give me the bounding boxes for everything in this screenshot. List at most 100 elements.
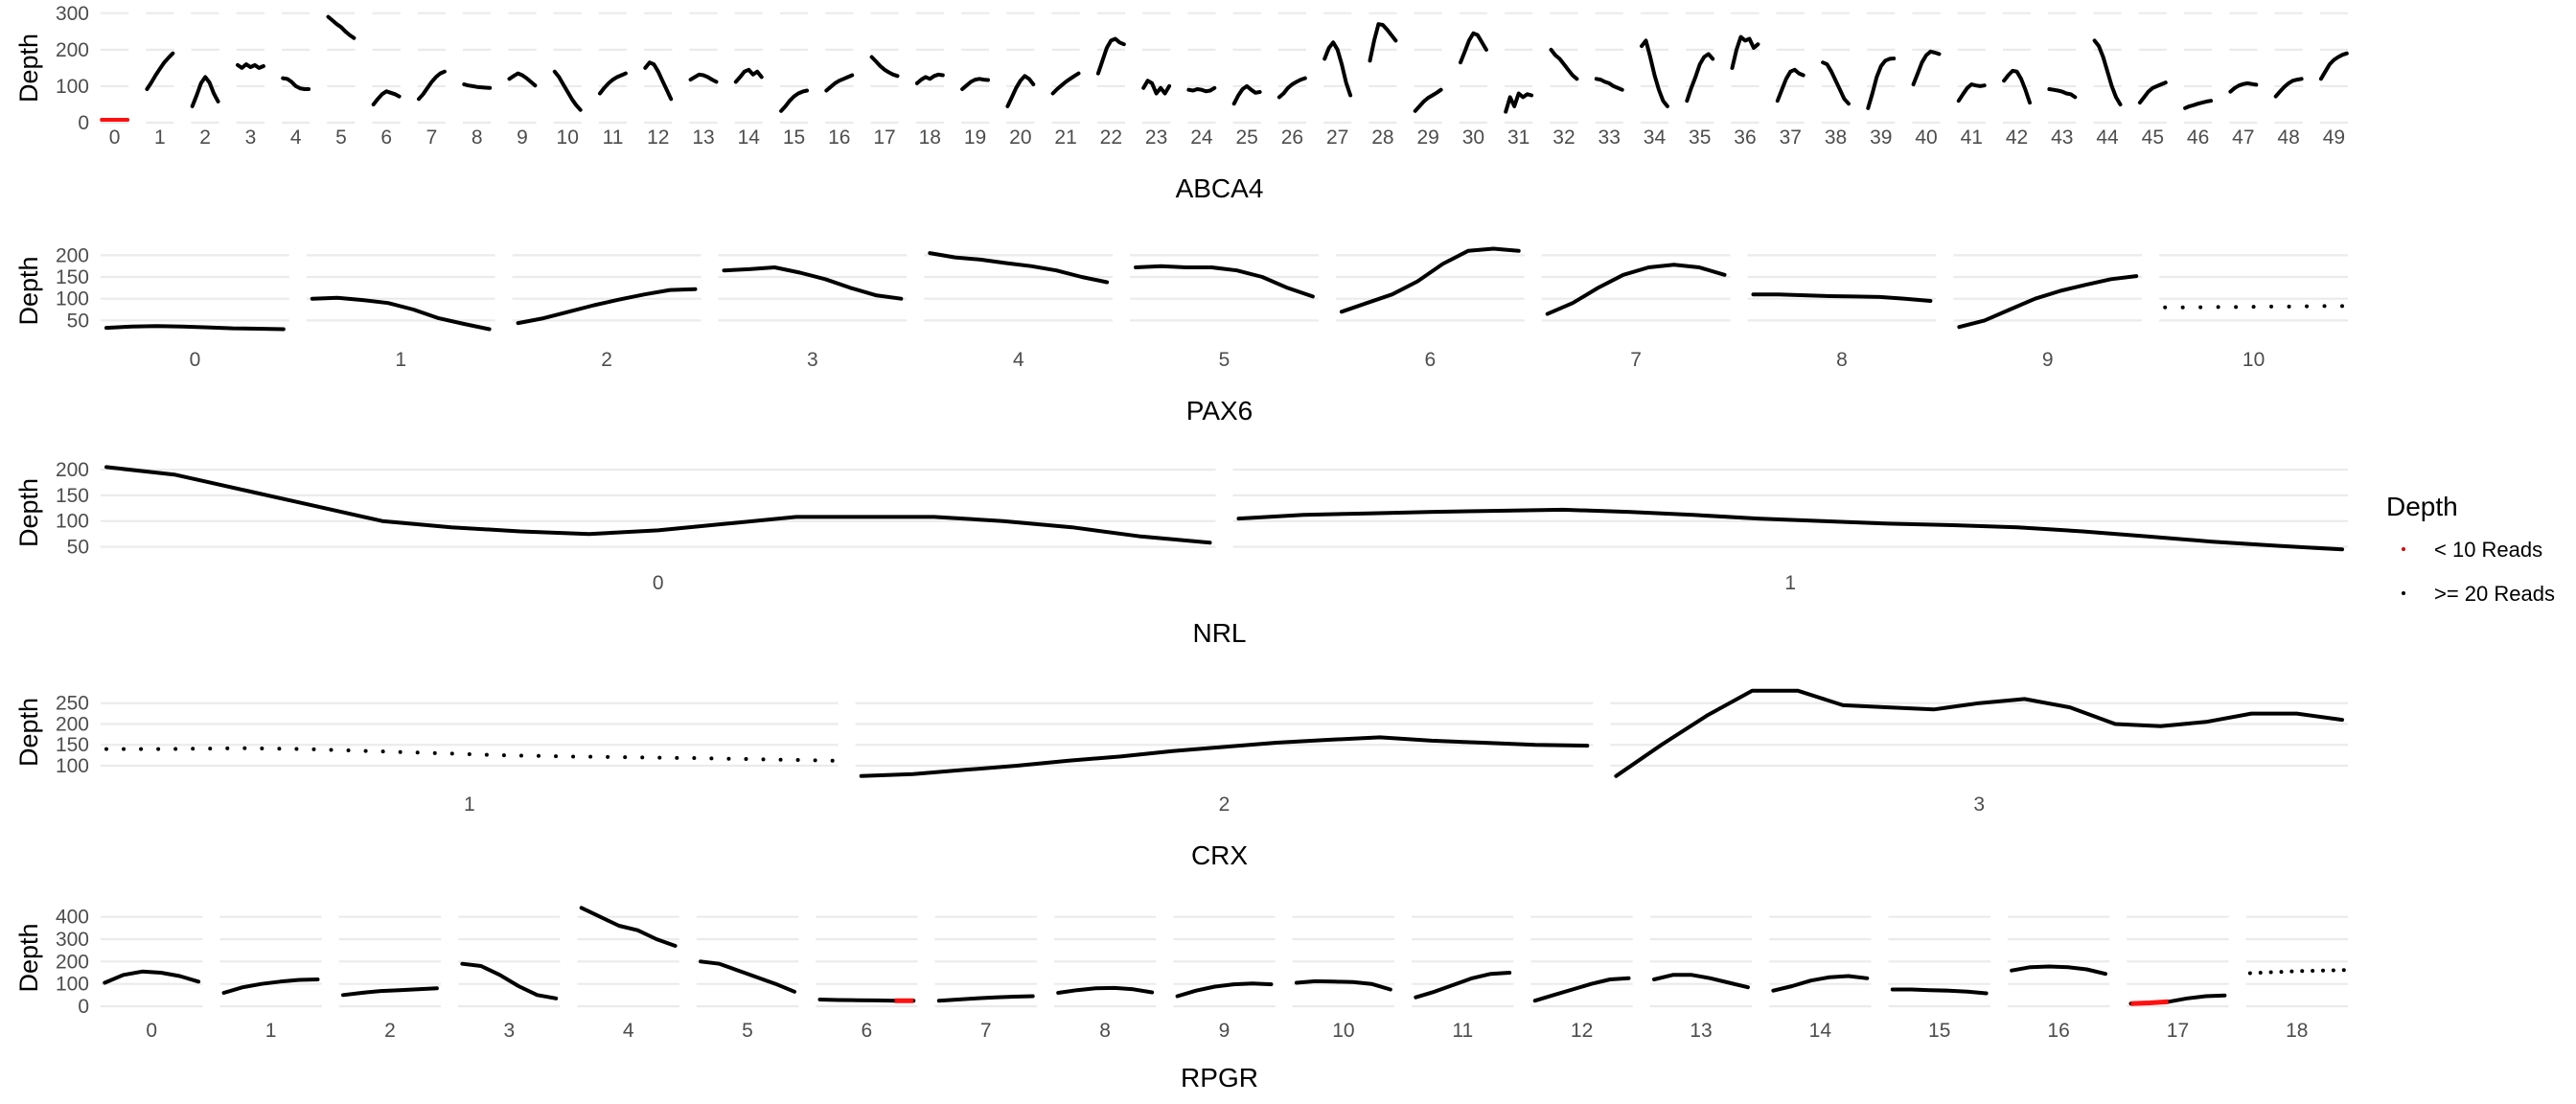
exon-label: 4 <box>1013 349 1024 371</box>
exon-label: 14 <box>738 126 761 149</box>
exon-label: 18 <box>919 126 941 149</box>
coverage-line <box>1005 74 1036 108</box>
coverage-line <box>1890 987 1989 996</box>
coverage-line <box>516 287 698 326</box>
y-tick-label: 150 <box>56 485 89 507</box>
coverage-line <box>2092 38 2123 106</box>
coverage-point <box>346 748 351 753</box>
coverage-point <box>2279 970 2284 975</box>
exon-label: 49 <box>2323 126 2345 149</box>
coverage-point <box>122 747 126 751</box>
coverage-point <box>675 755 679 760</box>
exon-label: 39 <box>1870 126 1892 149</box>
y-axis-label: Depth <box>14 698 43 767</box>
coverage-point <box>191 747 196 751</box>
gene-title: ABCA4 <box>1176 173 1264 203</box>
coverage-point <box>449 751 454 756</box>
exon-label: 1 <box>395 349 406 371</box>
coverage-point <box>571 754 576 759</box>
coverage-point <box>554 754 559 759</box>
coverage-line <box>1413 87 1443 113</box>
coverage-line <box>2318 51 2349 81</box>
coverage-point <box>606 754 610 759</box>
coverage-line <box>236 62 265 70</box>
coverage-line <box>104 324 286 332</box>
exon-label: 2 <box>384 1020 396 1042</box>
coverage-line <box>1056 985 1155 995</box>
exon-label: 9 <box>2042 349 2054 371</box>
coverage-line <box>2010 964 2107 977</box>
y-tick-label: 200 <box>56 244 89 266</box>
coverage-point <box>2300 969 2305 974</box>
exon-label: 24 <box>1190 126 1213 149</box>
exon-label: 10 <box>1332 1020 1354 1042</box>
coverage-point <box>657 755 662 760</box>
coverage-line <box>1186 85 1217 94</box>
coverage-line <box>104 465 1212 545</box>
coverage-point <box>2247 971 2252 976</box>
y-tick-label: 150 <box>56 266 89 288</box>
coverage-line <box>1821 60 1851 106</box>
coverage-point <box>363 748 368 753</box>
exon-label: 0 <box>146 1020 157 1042</box>
coverage-line <box>310 295 492 332</box>
exon-label: 12 <box>647 126 669 149</box>
y-tick-label: 400 <box>56 907 89 929</box>
legend-item-label: >= 20 Reads <box>2434 582 2555 606</box>
coverage-line <box>371 89 402 106</box>
exon-label: 33 <box>1598 126 1621 149</box>
exon-label: 3 <box>245 126 257 149</box>
exon-label: 9 <box>517 126 528 149</box>
coverage-point <box>2331 968 2335 973</box>
coverage-point <box>778 757 783 762</box>
coverage-point <box>277 747 282 751</box>
coverage-point <box>225 746 230 750</box>
exon-label: 6 <box>1424 349 1436 371</box>
coverage-line <box>733 67 764 84</box>
coverage-point <box>260 747 264 751</box>
coverage-line <box>326 14 356 40</box>
coverage-line <box>1751 292 1933 303</box>
coverage-point <box>173 747 178 751</box>
exon-label: 0 <box>653 572 664 594</box>
exon-label: 8 <box>1836 349 1848 371</box>
low-coverage-segment <box>2130 999 2169 1006</box>
coverage-line <box>1549 47 1579 81</box>
gene-title: CRX <box>1191 840 1248 870</box>
coverage-point <box>2311 968 2315 973</box>
coverage-line <box>1775 67 1806 104</box>
exon-label: 1 <box>154 126 166 149</box>
exon-label: 6 <box>380 126 392 149</box>
coverage-line <box>1276 76 1307 100</box>
coverage-line <box>2183 99 2213 110</box>
y-tick-label: 100 <box>56 76 89 98</box>
coverage-line <box>103 969 201 985</box>
coverage-line <box>1911 49 1942 86</box>
coverage-point <box>744 757 748 762</box>
y-tick-label: 100 <box>56 974 89 996</box>
coverage-point <box>588 754 593 759</box>
y-tick-label: 100 <box>56 288 89 310</box>
exon-label: 11 <box>603 126 624 149</box>
y-tick-label: 200 <box>56 459 89 481</box>
gene-title: NRL <box>1192 618 1246 648</box>
exon-label: 32 <box>1552 126 1575 149</box>
coverage-line <box>1294 978 1392 992</box>
y-tick-label: 50 <box>67 537 89 559</box>
exon-label: 27 <box>1326 126 1348 149</box>
coverage-point <box>813 758 817 763</box>
coverage-point <box>501 753 506 758</box>
exon-label: 3 <box>807 349 818 371</box>
gene-title: RPGR <box>1181 1063 1258 1092</box>
coverage-point <box>208 747 213 751</box>
exon-label: 7 <box>980 1020 992 1042</box>
coverage-point <box>623 755 628 760</box>
exon-label: 12 <box>1571 1020 1593 1042</box>
coverage-line <box>779 88 809 113</box>
coverage-point <box>104 747 108 751</box>
exon-label: 8 <box>1099 1020 1111 1042</box>
coverage-line <box>2228 80 2259 94</box>
exon-label: 43 <box>2051 126 2073 149</box>
